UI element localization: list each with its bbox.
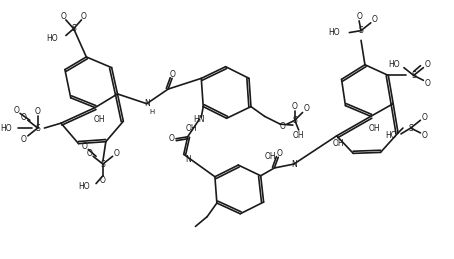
Text: OH: OH [186,124,197,133]
Text: O: O [279,121,285,131]
Text: O: O [424,60,430,69]
Text: HO: HO [79,182,90,191]
Text: S: S [100,160,105,169]
Text: O: O [304,104,310,113]
Text: O: O [61,11,67,20]
Text: OH: OH [293,131,305,140]
Text: O: O [168,134,174,143]
Text: OH: OH [333,139,345,148]
Text: HO: HO [385,131,397,140]
Text: HO: HO [46,34,58,43]
Text: O: O [424,79,430,88]
Text: O: O [114,149,119,158]
Text: O: O [356,11,362,20]
Text: O: O [421,113,427,122]
Text: S: S [35,124,40,133]
Text: O: O [21,135,27,144]
Text: N: N [291,160,297,169]
Text: S: S [408,124,413,133]
Text: S: S [411,71,416,80]
Text: S: S [359,26,363,35]
Text: O: O [276,149,282,158]
Text: HO: HO [388,60,400,69]
Text: O: O [292,102,298,111]
Text: O: O [81,142,87,151]
Text: OH: OH [265,152,276,161]
Text: O: O [86,149,92,158]
Text: O: O [100,176,106,185]
Text: O: O [421,131,427,140]
Text: HN: HN [193,115,205,124]
Text: O: O [21,113,27,122]
Text: O: O [80,11,86,20]
Text: H: H [149,110,154,116]
Text: N: N [144,99,150,108]
Text: HO: HO [0,124,12,133]
Text: O: O [35,107,40,116]
Text: S: S [292,116,297,125]
Text: N: N [185,155,191,164]
Text: OH: OH [369,124,380,133]
Text: HO: HO [328,28,340,37]
Text: OH: OH [93,115,105,124]
Text: S: S [71,24,76,33]
Text: O: O [13,106,19,115]
Text: O: O [372,15,378,24]
Text: O: O [170,70,176,79]
